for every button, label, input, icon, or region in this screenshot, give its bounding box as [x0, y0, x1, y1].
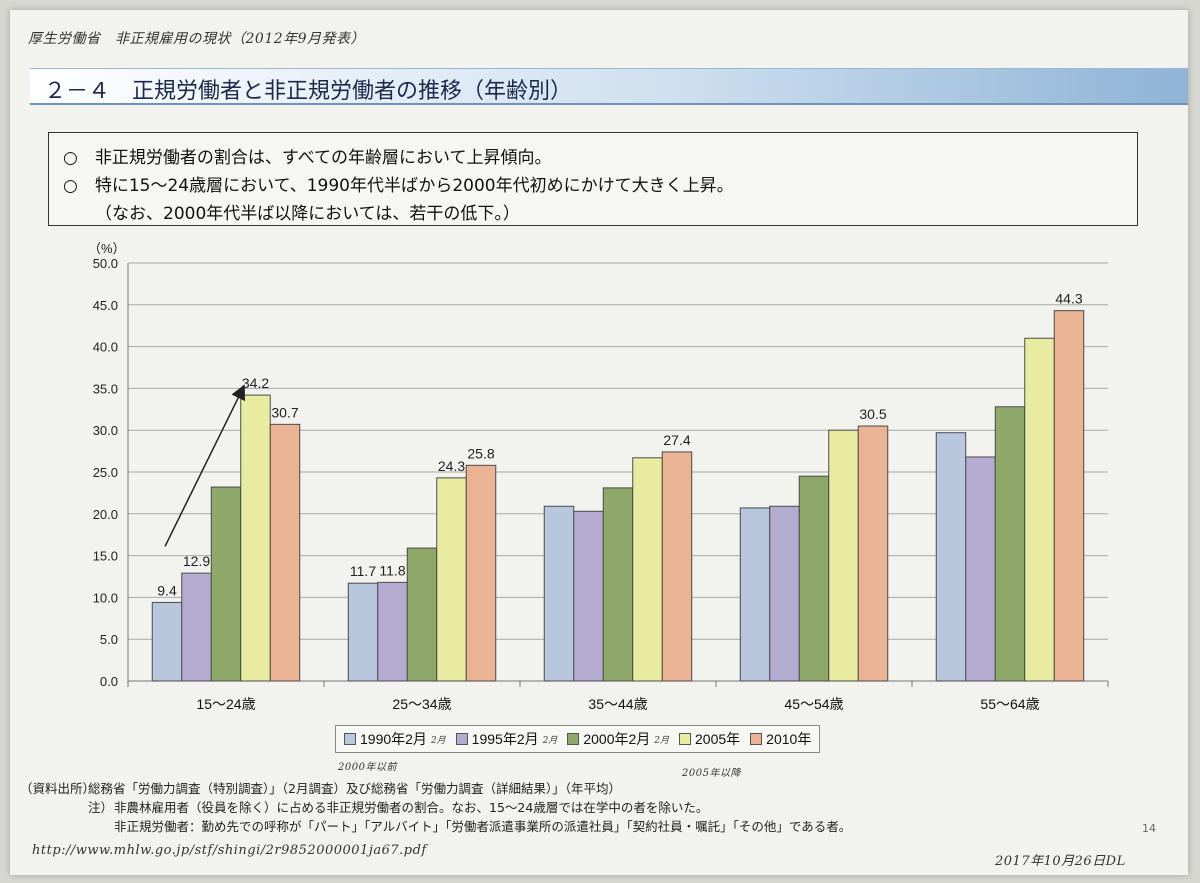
x-tick-label: 25～34歳: [392, 696, 451, 712]
bar: [1053, 310, 1085, 682]
data-label: 27.4: [663, 432, 690, 448]
bar: [632, 457, 663, 682]
y-tick-label: 40.0: [93, 340, 118, 355]
bar: [1024, 337, 1055, 682]
data-label: 44.3: [1055, 291, 1082, 307]
y-tick-label: 5.0: [100, 632, 118, 647]
summary-line-3: （なお、2000年代半ば以降においては、若干の低下。）: [95, 204, 520, 224]
note-line-2: 非正規労働者：勤め先での呼称が「パート」「アルバイト」「労働者派遣事業所の派遣社…: [114, 819, 852, 834]
y-tick-label: 10.0: [93, 590, 118, 605]
slide-title-bar: ２－４ 正規労働者と非正規労働者の推移（年齢別）: [30, 68, 1188, 105]
legend-item: 1990年2月 2月: [344, 729, 446, 749]
data-label: 24.3: [438, 458, 465, 474]
bar: [543, 505, 575, 682]
bar: [151, 601, 183, 682]
bar: [769, 505, 800, 682]
bar: [739, 507, 771, 682]
bar-chart: （%） 0.0 5.0 10.0 15.0 20.0 25.0 30.0 35.0 40.0 45…: [88, 241, 1109, 712]
data-label: 11.7: [350, 563, 376, 579]
legend-item: 2010年: [750, 729, 811, 749]
x-tick-label: 55～64歳: [980, 696, 1039, 712]
legend-handwritten-mark: 2月: [430, 735, 446, 746]
note-label: 注）: [88, 800, 114, 815]
data-label: 12.9: [183, 553, 210, 569]
y-tick-label: 25.0: [93, 465, 118, 480]
legend-swatch: [750, 733, 763, 745]
data-label: 25.8: [467, 445, 494, 461]
legend-handwritten-mark: 2月: [654, 735, 670, 746]
bar: [798, 475, 830, 682]
bar: [406, 547, 438, 682]
trend-arrow: [164, 384, 245, 547]
y-tick-label: 30.0: [93, 423, 118, 438]
bar: [935, 432, 967, 682]
legend-swatch: [567, 733, 580, 745]
bar: [377, 581, 408, 682]
note-line-1: 非農林雇用者（役員を除く）に占める非正規労働者の割合。なお、15～24歳層では在…: [114, 800, 709, 815]
source-label: （資料出所）: [20, 781, 96, 796]
summary-box: ○ 非正規労働者の割合は、すべての年齢層において上昇傾向。 ○ 特に15～24歳…: [48, 132, 1138, 226]
bar: [573, 510, 604, 682]
slide-page: 厚生労働省 非正規雇用の現状（2012年9月発表） ２－４ 正規労働者と非正規労…: [10, 10, 1188, 875]
bar: [857, 425, 889, 682]
data-label: 11.8: [379, 562, 405, 578]
bar: [661, 451, 693, 682]
legend-label: 1995年2月: [471, 731, 539, 747]
summary-line-2: ○ 特に15～24歳層において、1990年代半ばから2000年代初めにかけて大き…: [63, 176, 734, 196]
legend-handwritten-mark: 2月: [542, 735, 558, 746]
bar: [602, 487, 634, 682]
bar: [269, 423, 301, 682]
y-tick-label: 35.0: [93, 381, 118, 396]
summary-line-1: ○ 非正規労働者の割合は、すべての年齢層において上昇傾向。: [63, 148, 552, 168]
data-label: 34.2: [242, 375, 269, 391]
slide-title: ２－４ 正規労働者と非正規労働者の推移（年齢別）: [44, 79, 573, 104]
bar: [994, 406, 1026, 682]
y-tick-label: 0.0: [100, 674, 118, 689]
bar: [240, 394, 271, 682]
y-tick-label: 50.0: [93, 256, 118, 271]
bar: [965, 456, 996, 682]
chart-legend: 1990年2月 2月 1995年2月 2月 2000年2月 2月 2005年 2010年: [335, 725, 821, 753]
legend-swatch: [679, 733, 692, 745]
x-tick-label: 35～44歳: [588, 696, 647, 712]
handwritten-source-note: 厚生労働省 非正規雇用の現状（2012年9月発表）: [28, 31, 366, 47]
bar: [210, 486, 242, 682]
legend-item: 1995年2月 2月: [455, 729, 558, 749]
legend-item: 2000年2月 2月: [567, 729, 669, 749]
legend-label: 2000年2月: [583, 731, 651, 747]
y-axis-unit-label: （%）: [88, 241, 126, 256]
data-label: 30.7: [271, 404, 298, 420]
handwritten-note-2000-before: 2000年以前: [338, 762, 397, 773]
legend-label: 2010年: [766, 731, 812, 747]
data-label: 30.5: [859, 406, 886, 422]
handwritten-download-date: 2017年10月26日DL: [995, 854, 1126, 869]
bar: [465, 464, 497, 682]
legend-swatch: [455, 733, 468, 745]
bar: [181, 572, 212, 682]
y-tick-label: 20.0: [93, 507, 118, 522]
bar: [347, 582, 379, 682]
x-tick-label: 15～24歳: [196, 696, 255, 712]
bar: [828, 429, 859, 682]
bar: [436, 477, 467, 682]
handwritten-url: http://www.mhlw.go.jp/stf/shingi/2r98520…: [32, 843, 427, 858]
source-text: 総務省「労働力調査（特別調査）」（2月調査）及び総務省「労働力調査（詳細結果）」…: [88, 781, 621, 796]
legend-item: 2005年: [679, 729, 740, 749]
handwritten-note-2005-after: 2005年以降: [682, 768, 741, 779]
legend-label: 1990年2月: [360, 731, 427, 747]
page-number: 14: [1142, 822, 1156, 835]
y-tick-label: 45.0: [93, 298, 118, 313]
legend-swatch: [344, 733, 356, 745]
data-label: 9.4: [157, 582, 177, 598]
y-tick-label: 15.0: [93, 549, 118, 564]
x-tick-label: 45～54歳: [784, 696, 843, 712]
legend-label: 2005年: [695, 731, 741, 747]
